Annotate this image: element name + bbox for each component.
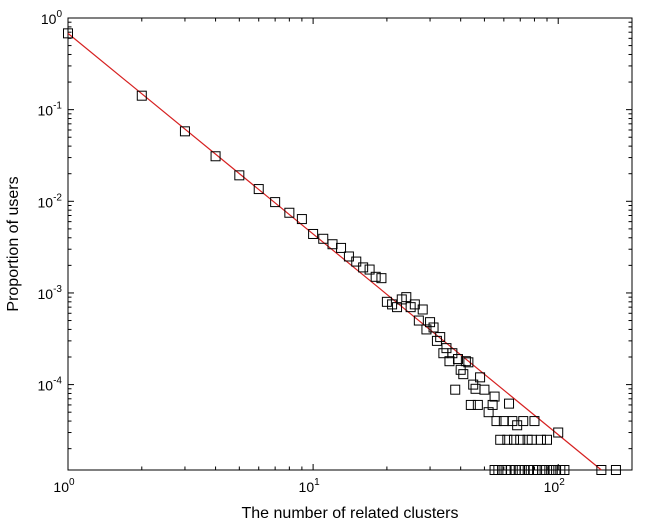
y-tick-label: 10-2 <box>38 192 63 210</box>
data-point-square <box>136 90 147 101</box>
data-point-square <box>270 197 281 208</box>
data-point-square <box>489 391 500 402</box>
x-tick-label: 102 <box>544 477 566 495</box>
x-axis-label: The number of related clusters <box>242 505 459 522</box>
data-point-square <box>425 317 436 328</box>
data-point-square <box>447 348 458 359</box>
data-point-square <box>336 242 347 253</box>
data-point-square <box>518 416 529 427</box>
data-point-square <box>381 296 392 307</box>
data-point-square <box>475 372 486 383</box>
y-tick-base: 10 <box>38 194 54 210</box>
data-point-square <box>296 214 307 225</box>
data-point-square <box>553 427 564 438</box>
data-point-square <box>234 170 245 181</box>
fit-line <box>67 32 602 471</box>
data-point-square <box>421 324 432 335</box>
data-point-square <box>351 256 362 267</box>
y-tick-base: 10 <box>38 286 54 302</box>
axes-box <box>67 17 633 471</box>
data-point-square <box>458 369 469 380</box>
data-point-square <box>508 434 519 445</box>
data-point-square <box>284 207 295 218</box>
x-tick-label: 101 <box>299 477 321 495</box>
data-point-square <box>465 399 476 410</box>
y-tick-label: 10-3 <box>38 284 63 302</box>
data-point-square <box>358 262 369 273</box>
y-tick-exponent: 0 <box>56 9 62 20</box>
data-point-square <box>487 399 498 410</box>
y-tick-exponent: -2 <box>53 192 62 203</box>
data-point-square <box>441 343 452 354</box>
data-point-square <box>500 465 511 475</box>
y-tick-base: 10 <box>41 11 57 27</box>
data-point-square <box>431 335 442 346</box>
marker-series <box>63 28 621 475</box>
data-point-square <box>472 399 483 410</box>
data-point-square <box>529 416 540 427</box>
data-point-square <box>210 151 221 162</box>
data-point-square <box>504 398 515 409</box>
data-point-square <box>559 465 570 475</box>
x-tick-base: 10 <box>544 479 560 495</box>
fit-line-series <box>67 32 602 471</box>
y-tick-label: 10-4 <box>38 376 63 394</box>
y-tick-label: 100 <box>41 9 63 27</box>
data-point-square <box>370 271 381 282</box>
x-axis: 100 101 102 <box>53 18 633 495</box>
data-point-square <box>463 357 474 368</box>
data-point-square <box>610 465 621 475</box>
data-point-square <box>376 273 387 284</box>
data-point-square <box>532 465 543 475</box>
data-point-square <box>253 184 264 195</box>
data-point-square <box>491 416 502 427</box>
data-point-square <box>409 299 420 310</box>
data-point-square <box>179 126 190 137</box>
x-tick-base: 10 <box>53 479 69 495</box>
data-point-square <box>515 434 526 445</box>
plot-area <box>67 17 633 471</box>
x-tick-exponent: 2 <box>559 477 565 488</box>
data-point-square <box>535 434 546 445</box>
x-tick-exponent: 0 <box>69 477 75 488</box>
data-point-square <box>308 228 319 239</box>
y-tick-exponent: -1 <box>53 101 62 112</box>
data-point-square <box>428 322 439 333</box>
data-point-square <box>364 264 375 275</box>
x-tick-base: 10 <box>299 479 315 495</box>
y-tick-base: 10 <box>38 378 54 394</box>
data-point-square <box>452 354 463 365</box>
data-point-square <box>541 434 552 445</box>
data-point-square <box>596 465 607 475</box>
y-tick-exponent: -3 <box>53 284 62 295</box>
y-tick-label: 10-1 <box>38 101 63 119</box>
y-tick-base: 10 <box>38 103 54 119</box>
x-tick-label: 100 <box>53 477 75 495</box>
data-point-square <box>417 304 428 315</box>
data-point-square <box>460 356 471 367</box>
data-point-square <box>495 434 506 445</box>
data-point-square <box>413 315 424 326</box>
y-axis-label: Proportion of users <box>5 176 22 311</box>
data-point-square <box>318 233 329 244</box>
x-tick-exponent: 1 <box>314 477 320 488</box>
data-point-square <box>401 292 412 303</box>
data-point-square <box>450 384 461 395</box>
data-point-square <box>435 332 446 343</box>
data-point-square <box>502 434 513 445</box>
data-point-square <box>63 28 73 39</box>
y-tick-exponent: -4 <box>53 376 62 387</box>
data-point-square <box>479 384 490 395</box>
data-point-square <box>343 251 354 262</box>
